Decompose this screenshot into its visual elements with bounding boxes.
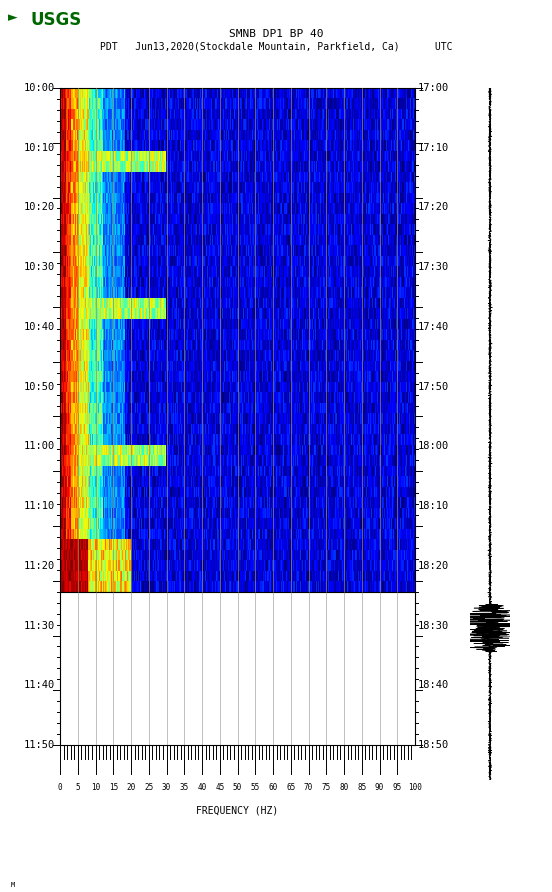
Text: 11:00: 11:00 [23, 442, 55, 451]
Text: 40: 40 [198, 782, 206, 792]
Text: 18:00: 18:00 [418, 442, 449, 451]
Text: 50: 50 [233, 782, 242, 792]
Text: PDT   Jun13,2020(Stockdale Mountain, Parkfield, Ca)      UTC: PDT Jun13,2020(Stockdale Mountain, Parkf… [100, 41, 452, 51]
Text: 60: 60 [268, 782, 278, 792]
Text: 70: 70 [304, 782, 313, 792]
Text: 90: 90 [375, 782, 384, 792]
Text: 11:10: 11:10 [23, 501, 55, 511]
Text: 65: 65 [286, 782, 295, 792]
Text: 17:50: 17:50 [418, 382, 449, 392]
Text: 10:40: 10:40 [23, 322, 55, 332]
Text: 85: 85 [357, 782, 367, 792]
Text: FREQUENCY (HZ): FREQUENCY (HZ) [197, 805, 279, 816]
Text: 15: 15 [109, 782, 118, 792]
Text: 10:50: 10:50 [23, 382, 55, 392]
Text: 45: 45 [215, 782, 224, 792]
Text: 17:40: 17:40 [418, 322, 449, 332]
Text: 18:10: 18:10 [418, 501, 449, 511]
Text: 10:10: 10:10 [23, 143, 55, 153]
Text: 25: 25 [144, 782, 153, 792]
Text: 17:30: 17:30 [418, 262, 449, 272]
Text: 17:10: 17:10 [418, 143, 449, 153]
Text: 20: 20 [126, 782, 136, 792]
Text: ►: ► [8, 11, 18, 24]
Text: 18:20: 18:20 [418, 561, 449, 571]
Text: 11:50: 11:50 [23, 740, 55, 750]
Text: 18:50: 18:50 [418, 740, 449, 750]
Text: 17:20: 17:20 [418, 202, 449, 212]
Text: 95: 95 [392, 782, 402, 792]
Text: 35: 35 [179, 782, 189, 792]
Text: 18:40: 18:40 [418, 681, 449, 690]
Text: 30: 30 [162, 782, 171, 792]
Text: 5: 5 [76, 782, 80, 792]
Text: 11:20: 11:20 [23, 561, 55, 571]
Text: 55: 55 [251, 782, 260, 792]
Text: 80: 80 [339, 782, 349, 792]
Text: USGS: USGS [30, 11, 82, 29]
Text: 75: 75 [322, 782, 331, 792]
Text: 18:30: 18:30 [418, 621, 449, 631]
Text: 10:30: 10:30 [23, 262, 55, 272]
Text: 17:00: 17:00 [418, 83, 449, 93]
Text: 10:20: 10:20 [23, 202, 55, 212]
Text: SMNB DP1 BP 40: SMNB DP1 BP 40 [229, 29, 323, 38]
Text: 11:30: 11:30 [23, 621, 55, 631]
Text: 0: 0 [58, 782, 62, 792]
Text: M: M [11, 881, 15, 888]
Text: 100: 100 [408, 782, 422, 792]
Text: 11:40: 11:40 [23, 681, 55, 690]
Text: 10: 10 [91, 782, 100, 792]
Text: 10:00: 10:00 [23, 83, 55, 93]
